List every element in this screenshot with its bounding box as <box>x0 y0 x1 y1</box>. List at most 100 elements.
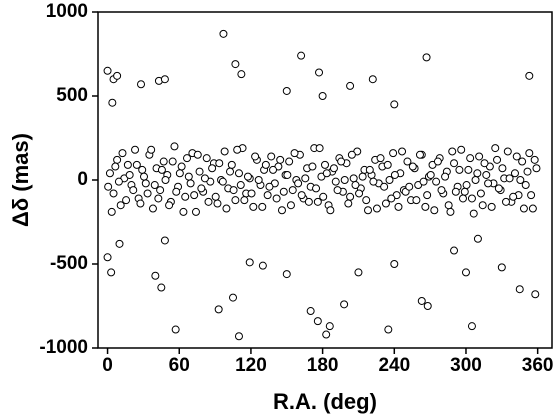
point <box>160 236 169 245</box>
point <box>331 177 340 186</box>
point <box>315 68 324 77</box>
point <box>466 154 475 163</box>
point <box>351 181 360 190</box>
point <box>387 194 396 203</box>
point <box>125 170 134 179</box>
point <box>512 152 521 161</box>
point <box>213 199 222 208</box>
point <box>321 160 329 169</box>
point <box>115 239 124 248</box>
point <box>462 181 471 190</box>
point <box>384 325 393 334</box>
point <box>475 152 484 161</box>
point <box>347 150 356 159</box>
y-tick-label: -500 <box>50 253 88 274</box>
point <box>211 192 220 201</box>
point <box>200 174 209 183</box>
point <box>269 165 278 174</box>
point <box>423 302 432 310</box>
point <box>437 186 446 195</box>
point <box>129 186 138 195</box>
point <box>405 182 414 191</box>
point <box>156 186 165 195</box>
y-tick-label: -1000 <box>39 337 88 358</box>
point <box>415 150 424 159</box>
point <box>412 196 421 205</box>
point <box>237 70 246 79</box>
point <box>283 170 292 179</box>
point <box>177 162 186 171</box>
point <box>308 162 317 171</box>
point <box>214 305 223 314</box>
point <box>160 75 169 84</box>
point <box>236 181 245 190</box>
point <box>510 169 519 178</box>
point <box>532 164 541 173</box>
point <box>111 162 120 171</box>
point <box>247 189 256 198</box>
point <box>204 197 213 206</box>
point <box>385 176 394 184</box>
point <box>219 29 228 38</box>
point <box>333 186 342 195</box>
point <box>476 189 485 198</box>
point <box>191 207 200 216</box>
point <box>159 157 168 166</box>
point <box>528 204 537 213</box>
point <box>502 197 511 206</box>
point <box>451 187 460 196</box>
point <box>297 51 306 60</box>
point <box>215 159 224 168</box>
point <box>444 201 453 210</box>
point <box>469 209 478 218</box>
point <box>147 145 156 154</box>
point <box>482 170 491 179</box>
point <box>183 154 192 163</box>
point <box>390 170 399 179</box>
point <box>467 194 476 203</box>
point <box>419 177 428 186</box>
point <box>337 157 346 166</box>
point <box>123 160 132 169</box>
point <box>354 268 363 277</box>
point <box>234 332 243 341</box>
point <box>369 177 378 186</box>
point <box>432 177 441 186</box>
point <box>104 182 113 191</box>
point <box>137 80 146 89</box>
y-tick-label: 1000 <box>46 1 88 22</box>
point <box>340 300 349 309</box>
point <box>531 290 540 299</box>
point <box>473 234 482 243</box>
point <box>523 167 532 176</box>
point <box>258 261 267 270</box>
point <box>433 157 442 166</box>
x-tick-label: 0 <box>102 355 113 376</box>
point <box>107 207 116 216</box>
point <box>229 186 238 195</box>
point <box>170 142 179 151</box>
point <box>519 204 528 213</box>
point <box>234 169 243 178</box>
point <box>113 71 122 80</box>
point <box>114 177 123 186</box>
x-tick-label: 300 <box>450 355 482 376</box>
point <box>233 145 242 154</box>
point <box>383 160 392 169</box>
point <box>218 177 227 186</box>
point <box>473 169 482 178</box>
point <box>313 197 322 206</box>
point <box>380 182 389 191</box>
point <box>277 206 286 215</box>
point <box>426 170 435 179</box>
point <box>258 202 267 211</box>
y-tick-label: 0 <box>77 169 88 190</box>
point <box>450 159 459 168</box>
point <box>186 179 195 188</box>
point <box>422 53 431 62</box>
point <box>254 176 263 184</box>
x-tick-label: 120 <box>235 355 267 376</box>
point <box>171 325 180 334</box>
point <box>346 81 355 90</box>
